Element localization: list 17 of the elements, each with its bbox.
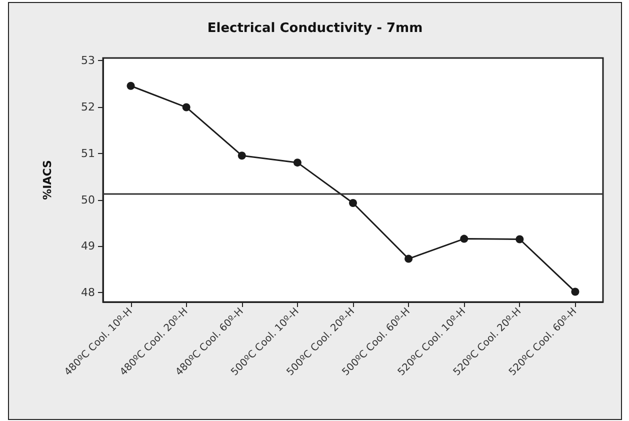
y-axis-title: %IACS bbox=[41, 160, 54, 200]
y-tick-label: 48 bbox=[81, 286, 95, 300]
point bbox=[126, 82, 135, 90]
point bbox=[516, 235, 524, 244]
y-tick-label: 51 bbox=[81, 146, 95, 160]
y-tick-label: 52 bbox=[81, 100, 95, 114]
y-tick-label: 50 bbox=[81, 193, 95, 206]
point bbox=[571, 288, 580, 296]
point bbox=[404, 254, 413, 263]
y-tick-label: 53 bbox=[81, 54, 95, 67]
point bbox=[293, 158, 302, 167]
point bbox=[460, 234, 468, 243]
point bbox=[182, 103, 190, 112]
point bbox=[238, 152, 246, 160]
point bbox=[349, 199, 357, 208]
chart-title: Electrical Conductivity - 7mm bbox=[207, 21, 423, 36]
y-tick-label: 49 bbox=[81, 240, 95, 253]
